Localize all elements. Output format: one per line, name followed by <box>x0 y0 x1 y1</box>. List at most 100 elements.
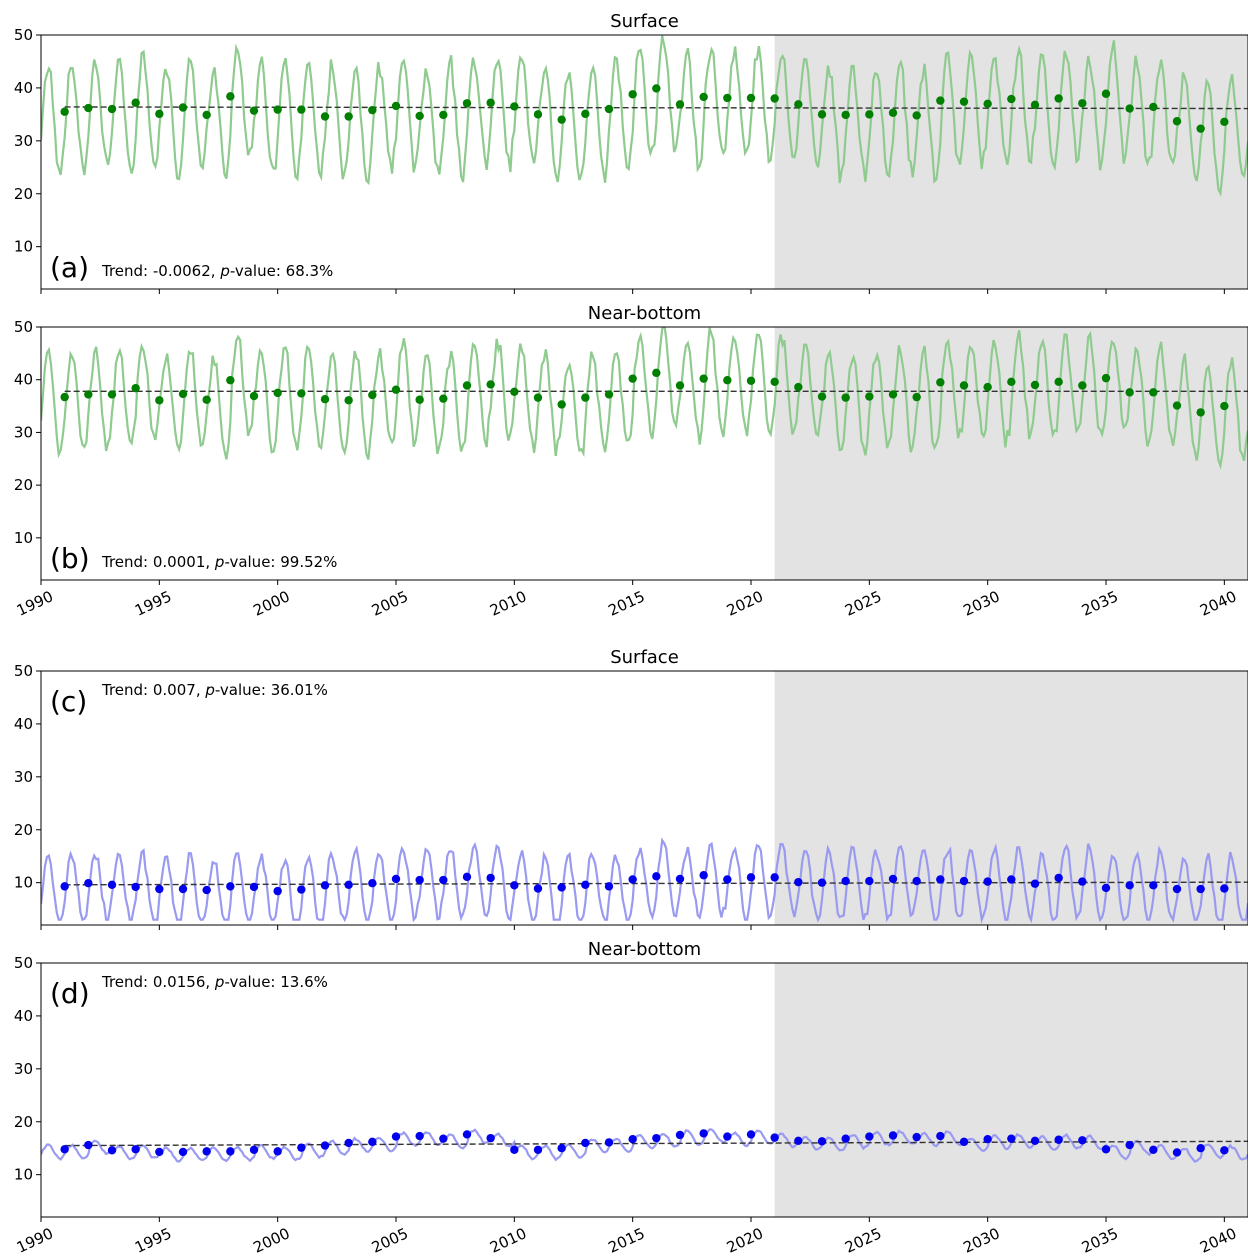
annual-mean-point <box>84 1140 93 1150</box>
y-tick-label: 50 <box>14 318 33 336</box>
annual-mean-point <box>1007 94 1016 104</box>
x-tick-label: 2025 <box>842 1224 884 1256</box>
annual-mean-point <box>1078 99 1087 108</box>
annual-mean-point <box>84 103 93 113</box>
annual-mean-point <box>391 1132 401 1141</box>
annual-mean-point <box>60 1145 69 1154</box>
annual-mean-point <box>770 94 779 103</box>
annual-mean-point <box>959 381 969 390</box>
annual-mean-point <box>60 107 69 116</box>
annual-mean-point <box>439 394 448 403</box>
p-value-text: -value: 36.01% <box>215 681 328 699</box>
trend-text: Trend: 0.0001, <box>101 553 215 571</box>
annual-mean-point <box>936 96 945 105</box>
annual-mean-point <box>581 880 590 889</box>
annual-mean-point <box>533 1145 543 1154</box>
p-value-text: -value: 99.52% <box>224 553 337 571</box>
annual-mean-point <box>249 391 259 401</box>
annual-mean-point <box>628 1135 637 1144</box>
annual-mean-point <box>131 98 140 107</box>
annual-mean-point <box>415 111 424 121</box>
annual-mean-point <box>226 1147 235 1156</box>
annual-mean-point <box>107 880 117 889</box>
y-tick-label: 10 <box>14 529 33 547</box>
y-tick-label: 30 <box>14 1060 33 1078</box>
monthly-series-line <box>41 1128 1248 1163</box>
x-tick-label: 2035 <box>1079 1224 1121 1256</box>
annual-mean-point <box>155 396 164 405</box>
x-tick-label: 2030 <box>960 1224 1002 1256</box>
annual-mean-point <box>865 1132 874 1141</box>
annual-mean-point <box>794 1136 803 1146</box>
annual-mean-point <box>604 104 614 114</box>
panel-letter: (a) <box>50 251 89 284</box>
annual-mean-point <box>368 390 377 400</box>
annual-mean-point <box>1125 1140 1134 1150</box>
annual-mean-point <box>794 382 803 392</box>
annual-mean-point <box>675 381 685 390</box>
y-tick-label: 10 <box>14 238 33 256</box>
annual-mean-point <box>1101 89 1111 98</box>
panel-title: Near-bottom <box>588 939 701 960</box>
x-tick-label: 2040 <box>1197 587 1239 619</box>
annual-mean-point <box>1172 1148 1182 1157</box>
annual-mean-point <box>368 878 377 888</box>
annual-mean-point <box>391 101 401 111</box>
annual-mean-point <box>557 400 566 409</box>
annual-mean-point <box>439 110 448 120</box>
annual-mean-point <box>1220 1146 1229 1155</box>
annual-mean-point <box>888 390 898 399</box>
annual-mean-point <box>178 884 188 894</box>
x-tick-label: 2000 <box>250 1224 292 1256</box>
plot-area <box>41 327 1248 470</box>
annual-mean-point <box>723 875 732 884</box>
annual-mean-point <box>486 98 495 107</box>
annual-mean-point <box>415 395 424 404</box>
annual-mean-point <box>486 380 495 389</box>
annual-mean-point <box>936 1131 945 1141</box>
y-tick-label: 40 <box>14 715 33 733</box>
annual-mean-point <box>320 881 330 890</box>
annual-mean-point <box>533 884 543 893</box>
y-tick-label: 10 <box>14 874 33 892</box>
annual-mean-point <box>581 109 590 119</box>
annual-mean-point <box>841 110 850 120</box>
annual-mean-point <box>983 99 992 108</box>
annual-mean-point <box>865 392 874 401</box>
annual-mean-point <box>273 886 282 896</box>
annual-mean-point <box>462 872 472 882</box>
annual-mean-point <box>533 393 543 402</box>
annual-mean-point <box>1220 401 1229 411</box>
annual-mean-point <box>320 112 330 121</box>
annual-mean-point <box>770 1133 779 1142</box>
annual-mean-point <box>652 84 661 93</box>
annual-mean-point <box>368 1137 377 1147</box>
p-symbol: p <box>214 973 225 991</box>
x-tick-label: 2040 <box>1197 1224 1239 1256</box>
annual-mean-point <box>865 876 874 886</box>
annual-mean-point <box>178 103 188 112</box>
y-tick-label: 40 <box>14 79 33 97</box>
projection-shading <box>774 327 1248 580</box>
annual-mean-point <box>320 395 330 404</box>
plot-area <box>41 837 1248 925</box>
annual-mean-point <box>1125 881 1134 890</box>
annual-mean-point <box>226 882 235 891</box>
annual-mean-point <box>1149 881 1158 890</box>
annual-mean-point <box>959 876 969 886</box>
annual-mean-point <box>60 882 69 891</box>
annual-mean-point <box>723 93 732 103</box>
annual-mean-point <box>912 876 921 886</box>
y-tick-label: 50 <box>14 954 33 972</box>
annual-mean-point <box>912 1132 921 1142</box>
annual-mean-point <box>652 368 661 378</box>
annual-mean-point <box>652 872 661 881</box>
annual-mean-point <box>155 1147 164 1157</box>
annual-mean-point <box>84 878 93 888</box>
annual-mean-point <box>817 878 827 887</box>
annual-mean-point <box>226 376 235 385</box>
annual-mean-point <box>1078 381 1087 390</box>
annual-mean-point <box>817 392 827 401</box>
y-tick-label: 30 <box>14 768 33 786</box>
